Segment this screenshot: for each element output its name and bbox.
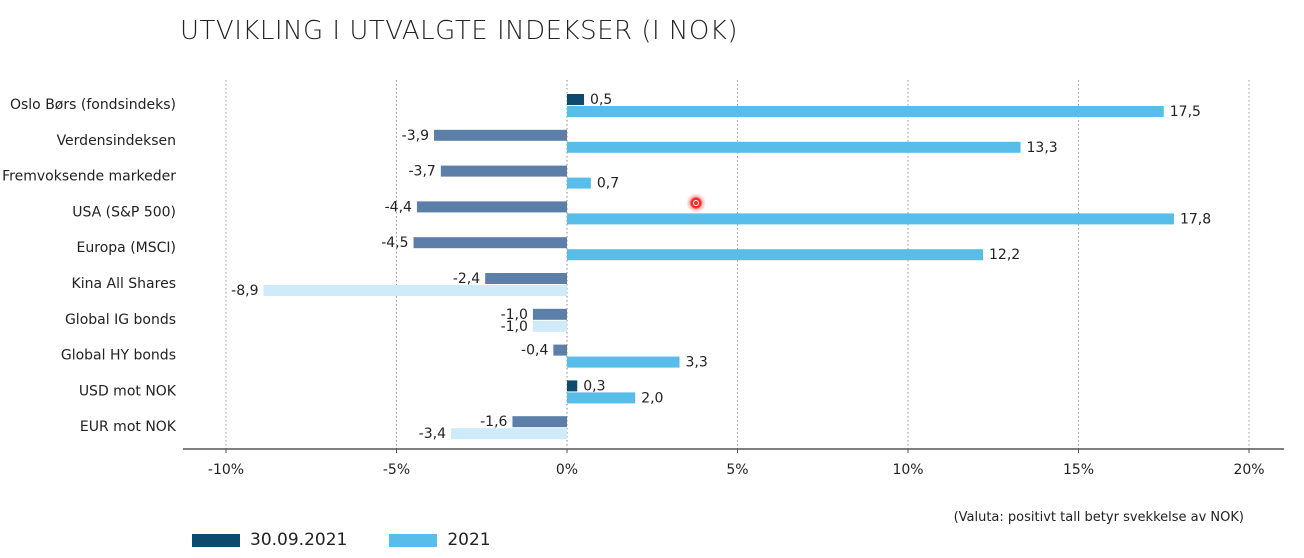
legend-swatch-series-1 (192, 533, 240, 547)
bar-series-1 (413, 237, 567, 249)
bar-series-2 (451, 428, 567, 440)
x-tick-label: 10% (892, 462, 923, 478)
legend-swatch-series-2 (389, 533, 438, 547)
category-label: Global IG bonds (65, 312, 176, 328)
data-label-series-1: -1,6 (480, 414, 507, 430)
data-label-series-2: 17,5 (1170, 104, 1201, 120)
data-label-series-1: -3,7 (409, 164, 436, 180)
data-label-series-2: 3,3 (686, 355, 708, 371)
bar-series-1 (553, 344, 567, 356)
category-label: USA (S&P 500) (72, 204, 176, 220)
x-tick-label: -10% (208, 462, 244, 478)
data-label-series-2: 17,8 (1180, 211, 1211, 227)
bar-series-1 (416, 201, 567, 213)
data-label-series-2: 12,2 (989, 247, 1020, 263)
data-label-series-2: 13,3 (1027, 140, 1058, 156)
x-tick-label: 20% (1233, 462, 1264, 478)
bar-chart: -10% -5% 0% 5% 10% 15% 20% Oslo Børs (fondsinde… (2, 80, 1284, 478)
legend-item-series-1: 30.09.2021 (192, 530, 347, 550)
category-label: Europa (MSCI) (77, 240, 176, 256)
bar-series-1 (567, 94, 585, 105)
data-label-series-1: -3,9 (402, 128, 429, 144)
bar-series-2 (567, 177, 591, 189)
legend-item-series-2: 2021 (389, 530, 491, 550)
cursor-marker (686, 193, 706, 213)
category-label: Verdensindeksen (57, 133, 176, 149)
bar-series-1 (434, 129, 567, 141)
bar-series-2 (567, 106, 1164, 117)
category-label: USD mot NOK (79, 383, 177, 399)
legend: 30.09.2021 2021 (192, 530, 491, 550)
data-label-series-1: 0,5 (590, 92, 612, 108)
data-label-series-2: 2,0 (641, 390, 663, 406)
data-label-series-1: -1,0 (501, 307, 528, 323)
legend-label-series-1: 30.09.2021 (250, 530, 348, 550)
bar-series-1 (512, 416, 567, 428)
data-label-series-1: 0,3 (583, 378, 605, 394)
category-label: Fremvoksende markeder (2, 169, 176, 185)
x-tick-label: -5% (383, 462, 410, 478)
data-label-series-1: -4,5 (381, 235, 408, 251)
bar-series-2 (532, 320, 567, 332)
data-label-series-2: -8,9 (231, 283, 258, 299)
bar-series-2 (567, 249, 984, 261)
bar-series-1 (485, 273, 567, 284)
category-label: Global HY bonds (61, 348, 176, 364)
legend-label-series-2: 2021 (447, 530, 491, 550)
category-label: Kina All Shares (72, 276, 176, 292)
bar-series-2 (567, 356, 680, 368)
data-label-series-2: -1,0 (501, 319, 528, 335)
bar-series-2 (263, 285, 567, 296)
bar-series-1 (440, 165, 567, 177)
bar-series-2 (567, 392, 636, 404)
category-label: Oslo Børs (fondsindeks) (10, 97, 176, 113)
x-tick-label: 5% (726, 462, 748, 478)
bar-series-2 (567, 213, 1174, 225)
chart-title: UTVIKLING I UTVALGTE INDEKSER (I NOK) (180, 16, 739, 46)
bar-series-1 (532, 308, 567, 320)
category-label: EUR mot NOK (80, 419, 177, 435)
bar-series-1 (567, 380, 578, 392)
data-label-series-1: -2,4 (453, 271, 480, 287)
bar-series-2 (567, 141, 1021, 153)
data-label-series-2: -3,4 (419, 426, 446, 442)
data-label-series-2: 0,7 (597, 176, 619, 192)
x-tick-label: 0% (556, 462, 578, 478)
currency-note: (Valuta: positivt tall betyr svekkelse a… (953, 510, 1244, 525)
x-tick-label: 15% (1063, 462, 1094, 478)
data-label-series-1: -0,4 (521, 343, 548, 359)
data-label-series-1: -4,4 (385, 199, 412, 215)
